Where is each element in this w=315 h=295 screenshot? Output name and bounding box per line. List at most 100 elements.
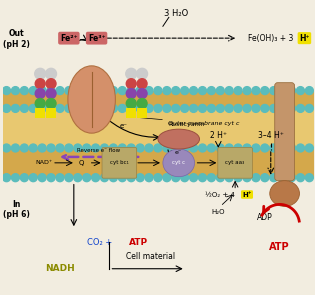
Circle shape: [126, 79, 136, 88]
Circle shape: [154, 144, 162, 152]
Circle shape: [243, 144, 251, 152]
Circle shape: [118, 174, 126, 182]
Circle shape: [35, 88, 45, 99]
Circle shape: [20, 174, 28, 182]
Circle shape: [181, 104, 189, 112]
Circle shape: [126, 99, 136, 108]
Circle shape: [92, 104, 100, 112]
Circle shape: [296, 87, 304, 95]
Circle shape: [198, 87, 206, 95]
Circle shape: [127, 144, 135, 152]
Circle shape: [65, 104, 73, 112]
Circle shape: [100, 144, 108, 152]
Circle shape: [234, 174, 242, 182]
Circle shape: [92, 87, 100, 95]
FancyBboxPatch shape: [102, 148, 137, 178]
Circle shape: [288, 174, 295, 182]
Circle shape: [163, 104, 171, 112]
Circle shape: [279, 144, 287, 152]
Circle shape: [74, 87, 82, 95]
Text: Out
(pH 2): Out (pH 2): [3, 30, 30, 49]
Circle shape: [3, 104, 10, 112]
Text: e⁻: e⁻: [119, 123, 127, 129]
Circle shape: [243, 87, 251, 95]
Ellipse shape: [158, 129, 199, 149]
Circle shape: [225, 144, 233, 152]
Text: Rusticyanin: Rusticyanin: [169, 122, 205, 127]
Circle shape: [198, 104, 206, 112]
Circle shape: [306, 87, 313, 95]
Circle shape: [198, 174, 206, 182]
FancyBboxPatch shape: [126, 108, 136, 118]
Circle shape: [65, 144, 73, 152]
Circle shape: [11, 174, 20, 182]
Circle shape: [56, 104, 64, 112]
Circle shape: [38, 174, 46, 182]
Text: Reverse e⁻ flow: Reverse e⁻ flow: [77, 148, 120, 153]
Circle shape: [56, 144, 64, 152]
Circle shape: [207, 174, 215, 182]
Text: H⁺: H⁺: [242, 191, 252, 198]
Circle shape: [3, 174, 10, 182]
Circle shape: [136, 87, 144, 95]
Circle shape: [65, 87, 73, 95]
Circle shape: [29, 87, 37, 95]
Circle shape: [252, 87, 260, 95]
Circle shape: [118, 144, 126, 152]
Text: CO₂ +: CO₂ +: [87, 237, 114, 247]
Circle shape: [181, 87, 189, 95]
Circle shape: [225, 87, 233, 95]
Circle shape: [38, 144, 46, 152]
Circle shape: [126, 88, 136, 99]
Circle shape: [47, 144, 55, 152]
Text: cyt bc₁: cyt bc₁: [110, 160, 129, 165]
Circle shape: [109, 144, 117, 152]
Circle shape: [243, 174, 251, 182]
Circle shape: [29, 144, 37, 152]
Circle shape: [296, 174, 304, 182]
Circle shape: [172, 104, 180, 112]
Circle shape: [46, 88, 56, 99]
Circle shape: [288, 144, 295, 152]
Circle shape: [56, 87, 64, 95]
Circle shape: [109, 87, 117, 95]
Text: cyt c: cyt c: [172, 160, 185, 165]
Circle shape: [234, 87, 242, 95]
Text: H₂O: H₂O: [212, 209, 225, 215]
Circle shape: [181, 144, 189, 152]
Circle shape: [225, 104, 233, 112]
Circle shape: [279, 104, 287, 112]
Bar: [3, 148, 314, 178]
Circle shape: [216, 174, 224, 182]
Circle shape: [83, 87, 91, 95]
Text: 3 H₂O: 3 H₂O: [163, 9, 188, 18]
Circle shape: [20, 104, 28, 112]
Circle shape: [234, 104, 242, 112]
Circle shape: [190, 104, 198, 112]
Circle shape: [126, 68, 137, 79]
Circle shape: [109, 104, 117, 112]
Circle shape: [261, 104, 269, 112]
Circle shape: [190, 87, 198, 95]
Circle shape: [11, 104, 20, 112]
Ellipse shape: [68, 66, 115, 133]
Circle shape: [190, 144, 198, 152]
Circle shape: [270, 174, 278, 182]
Text: Q: Q: [79, 160, 84, 166]
Circle shape: [20, 144, 28, 152]
Text: Cell material: Cell material: [126, 252, 175, 261]
Circle shape: [46, 99, 56, 108]
Circle shape: [136, 104, 144, 112]
Circle shape: [46, 68, 56, 79]
Circle shape: [270, 104, 278, 112]
Circle shape: [172, 174, 180, 182]
Text: H⁺: H⁺: [299, 34, 310, 43]
Ellipse shape: [163, 149, 195, 177]
Circle shape: [29, 174, 37, 182]
Text: NADH: NADH: [45, 264, 75, 273]
Circle shape: [137, 79, 147, 88]
Circle shape: [118, 87, 126, 95]
Text: NAD⁺: NAD⁺: [36, 160, 53, 165]
Circle shape: [100, 87, 108, 95]
Circle shape: [74, 174, 82, 182]
